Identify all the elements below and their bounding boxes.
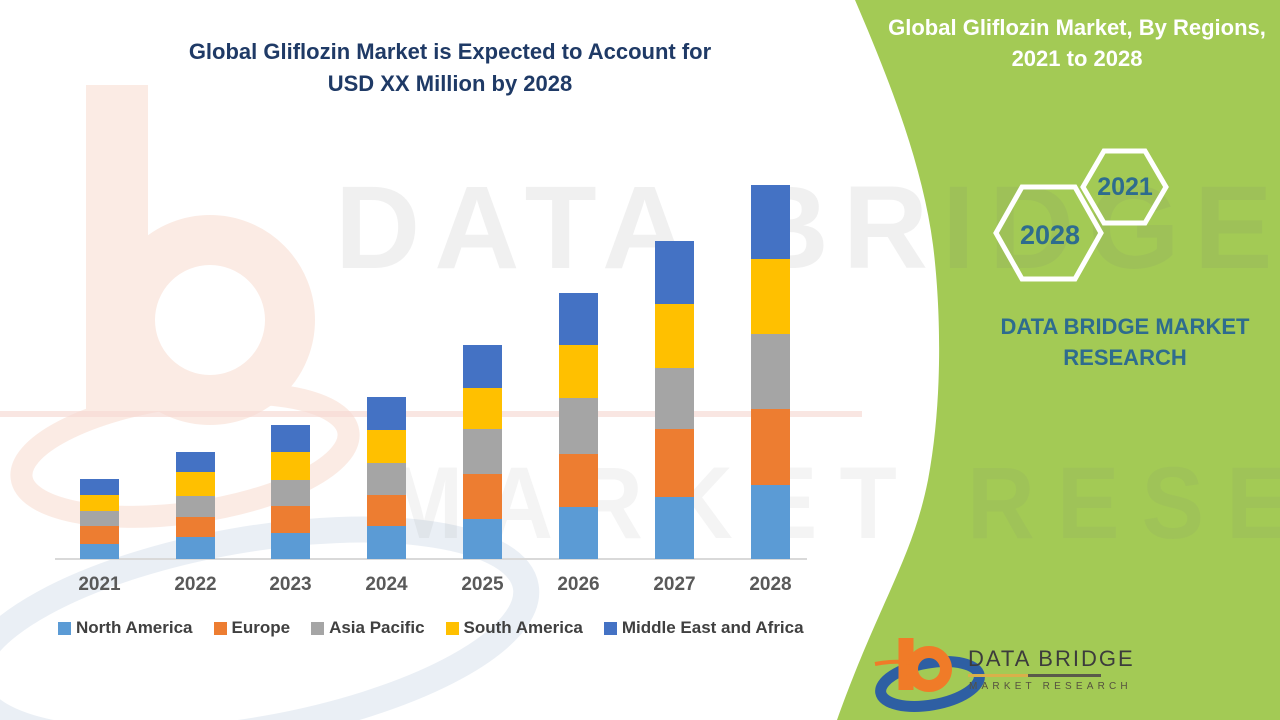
- bar-segment-south-america: [751, 259, 790, 334]
- legend-label: Middle East and Africa: [621, 618, 804, 637]
- org-name-line2: RESEARCH: [1063, 345, 1187, 370]
- bar-segment-north-america: [367, 526, 406, 559]
- legend-item-europe: Europe: [213, 618, 291, 638]
- bar-segment-south-america: [367, 430, 406, 463]
- hexagon-2028: [993, 184, 1104, 282]
- watermark-b-bowl: [105, 215, 315, 425]
- bar-segment-south-america: [463, 388, 502, 429]
- legend-item-middle-east-and-africa: Middle East and Africa: [603, 618, 804, 638]
- legend-item-north-america: North America: [58, 618, 193, 638]
- legend-swatch: [58, 621, 71, 635]
- chart-title: Global Gliflozin Market is Expected to A…: [90, 36, 810, 100]
- bar-segment-north-america: [463, 519, 502, 559]
- bar-segment-middle-east-and-africa: [367, 397, 406, 430]
- bar-segment-south-america: [559, 345, 598, 398]
- bar-segment-europe: [463, 474, 502, 519]
- bar-segment-middle-east-and-africa: [655, 241, 694, 304]
- green-panel-shape: [837, 0, 1280, 720]
- bar-segment-europe: [751, 409, 790, 485]
- watermark-red-line: [0, 411, 862, 417]
- x-axis-label-2023: 2023: [269, 574, 312, 595]
- bar-segment-north-america: [176, 537, 215, 559]
- org-name-line1: DATA BRIDGE MARKET: [1000, 314, 1250, 339]
- bar-segment-asia-pacific: [751, 334, 790, 409]
- x-axis-label-2027: 2027: [653, 574, 696, 595]
- logo-name-text: DATA BRIDGE: [968, 646, 1135, 671]
- bar-segment-north-america: [559, 507, 598, 559]
- bar-segment-middle-east-and-africa: [559, 293, 598, 345]
- bar-segment-middle-east-and-africa: [751, 185, 790, 259]
- watermark-swoosh-blue: [0, 516, 540, 720]
- bar-segment-south-america: [271, 452, 310, 480]
- x-axis-line: [55, 558, 807, 560]
- chart-title-line1: Global Gliflozin Market is Expected to A…: [188, 39, 712, 64]
- bar-segment-north-america: [80, 544, 119, 559]
- bar-segment-asia-pacific: [176, 496, 215, 517]
- x-axis-label-2022: 2022: [174, 574, 217, 595]
- bar-segment-europe: [271, 506, 310, 533]
- bar-segment-asia-pacific: [559, 398, 598, 454]
- bar-segment-asia-pacific: [655, 368, 694, 429]
- bar-segment-asia-pacific: [80, 511, 119, 526]
- x-axis-label-2024: 2024: [365, 574, 408, 595]
- bar-segment-north-america: [655, 497, 694, 559]
- legend-label: Europe: [231, 618, 291, 637]
- bar-segment-middle-east-and-africa: [271, 425, 310, 452]
- legend-label: South America: [463, 618, 583, 637]
- hexagon-year-2021: 2021: [1097, 173, 1153, 201]
- org-name-text: DATA BRIDGE MARKET RESEARCH: [975, 311, 1275, 373]
- bar-segment-europe: [80, 526, 119, 544]
- hexagon-2021: [1080, 148, 1169, 226]
- logo-orange-tail: [874, 659, 914, 666]
- bar-segment-asia-pacific: [367, 463, 406, 495]
- bar-segment-europe: [367, 495, 406, 526]
- side-panel-title: Global Gliflozin Market, By Regions, 202…: [878, 12, 1276, 74]
- logo-underline: [968, 674, 1101, 677]
- bar-segment-north-america: [751, 485, 790, 559]
- bar-segment-asia-pacific: [271, 480, 310, 506]
- bar-segment-north-america: [271, 533, 310, 559]
- chart-legend: North America Europe Asia Pacific South Ame…: [58, 618, 848, 638]
- chart-title-line2: USD XX Million by 2028: [327, 71, 573, 96]
- bar-segment-south-america: [655, 304, 694, 368]
- bar-segment-middle-east-and-africa: [463, 345, 502, 388]
- legend-swatch: [311, 621, 325, 635]
- bar-segment-europe: [559, 454, 598, 507]
- legend-label: Asia Pacific: [329, 618, 425, 637]
- logo-subtitle-text: MARKET RESEARCH: [969, 681, 1132, 692]
- hexagon-year-2028: 2028: [1019, 220, 1081, 250]
- x-axis-label-2025: 2025: [461, 574, 504, 595]
- bar-segment-middle-east-and-africa: [80, 479, 119, 495]
- legend-swatch: [213, 621, 227, 635]
- watermark-text-line2: MARKET RESEARCH: [385, 446, 1280, 560]
- bar-segment-middle-east-and-africa: [176, 452, 215, 472]
- bar-segment-south-america: [80, 495, 119, 511]
- bar-segment-europe: [655, 429, 694, 497]
- legend-item-asia-pacific: Asia Pacific: [311, 618, 425, 638]
- side-panel-title-line1: Global Gliflozin Market, By Regions,: [888, 15, 1266, 40]
- legend-swatch: [603, 621, 617, 635]
- x-axis-label-2026: 2026: [557, 574, 600, 595]
- side-panel-title-line2: 2021 to 2028: [1011, 46, 1143, 71]
- legend-item-south-america: South America: [445, 618, 583, 638]
- bar-segment-europe: [176, 517, 215, 537]
- legend-swatch: [445, 621, 459, 635]
- logo-b-bowl: [906, 646, 952, 692]
- legend-label: North America: [76, 618, 193, 637]
- x-axis-label-2028: 2028: [749, 574, 792, 595]
- bar-segment-asia-pacific: [463, 429, 502, 474]
- bar-segment-south-america: [176, 472, 215, 496]
- x-axis-label-2021: 2021: [78, 574, 121, 595]
- watermark-text-line1: DATA BRIDGE: [335, 162, 1280, 294]
